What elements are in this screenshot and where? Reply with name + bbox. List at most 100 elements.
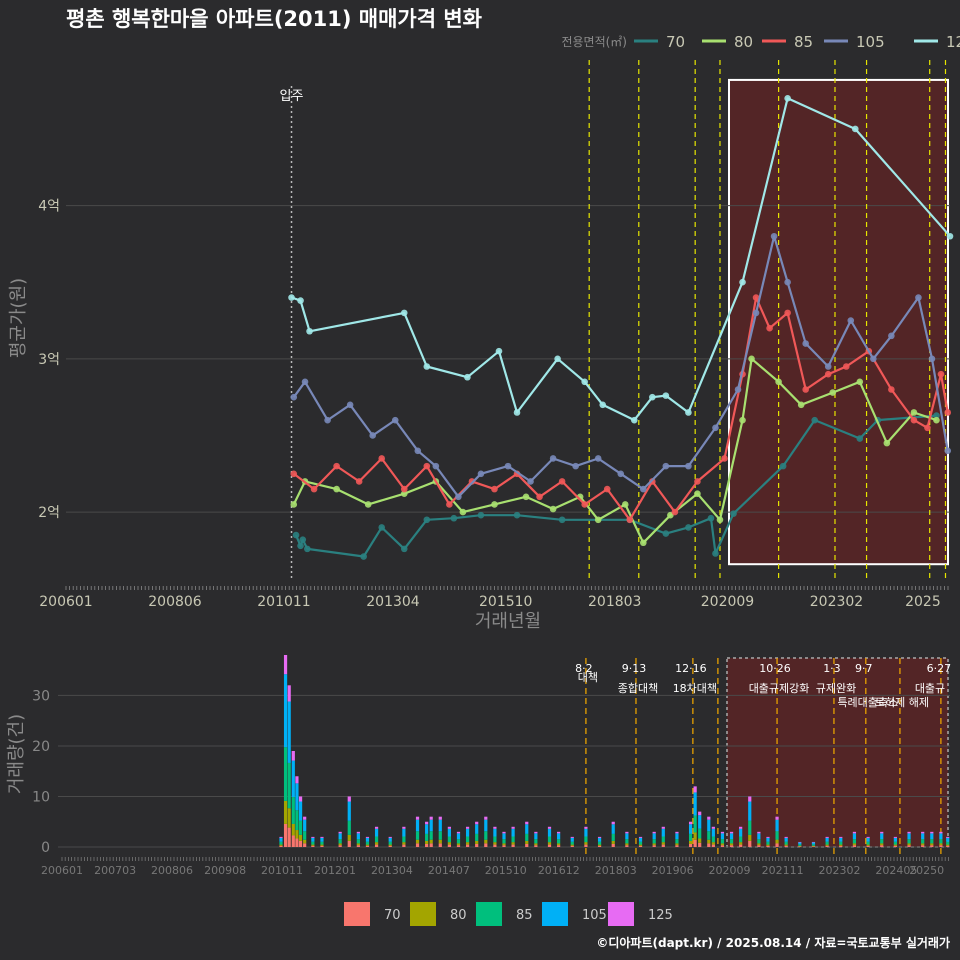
volume-highlight-region — [726, 657, 949, 848]
volume-bar-80 — [298, 834, 303, 841]
volume-bar-105 — [688, 824, 693, 834]
volume-bar-70 — [374, 844, 379, 847]
policy-date: 9·7 — [855, 662, 873, 675]
price-panel: 2억 3억 4억 입주 200601 200806 201011 201304 201510 20… — [8, 60, 954, 632]
volume-bar-125 — [534, 831, 538, 834]
volume-bar-85 — [287, 762, 291, 809]
volume-bar-125 — [739, 826, 743, 829]
volume-legend-swatch-85 — [476, 902, 502, 926]
volume-bar-105 — [374, 828, 379, 837]
volume-bar-105 — [456, 833, 461, 840]
data-point-85 — [766, 324, 773, 332]
volume-bar-125 — [374, 826, 379, 829]
volume-bar-125 — [698, 811, 702, 816]
volume-bar-125 — [688, 821, 693, 825]
legend-label-70: 70 — [666, 33, 685, 51]
data-point-85 — [924, 424, 931, 432]
data-point-80 — [621, 501, 629, 508]
volume-x-tick-label: 201803 — [595, 864, 637, 877]
data-point-80 — [549, 505, 557, 513]
legend-label-85: 85 — [794, 33, 813, 51]
volume-bar-80 — [447, 842, 451, 845]
data-point-105 — [770, 232, 778, 240]
volume-bar-85 — [374, 836, 379, 843]
volume-bar-70 — [295, 838, 299, 847]
volume-y-tick-label: 10 — [32, 789, 50, 805]
volume-bar-80 — [866, 844, 870, 846]
volume-bar-85 — [739, 836, 743, 843]
volume-bar-80 — [415, 839, 420, 844]
data-point-80 — [694, 490, 701, 498]
data-point-105 — [432, 462, 440, 470]
volume-bar-125 — [311, 836, 315, 838]
data-point-80 — [333, 485, 340, 493]
data-point-105 — [685, 462, 692, 470]
data-point-105 — [802, 340, 809, 347]
volume-bar-125 — [784, 836, 788, 838]
data-point-85 — [671, 508, 679, 516]
data-point-125 — [649, 393, 656, 401]
volume-legend-swatch-125 — [608, 902, 634, 926]
volume-x-tick-label: 201201 — [314, 864, 356, 877]
volume-bar-85 — [295, 810, 299, 831]
volume-bar-80 — [739, 842, 743, 845]
volume-bar-80 — [279, 844, 283, 846]
legend: 전용면적(㎡) 70 80 85 105 125 — [561, 33, 960, 51]
volume-bar-125 — [839, 836, 843, 838]
data-point-70 — [378, 524, 386, 531]
volume-bar-125 — [707, 816, 711, 820]
volume-bar-85 — [447, 836, 451, 843]
price-x-tick-label: 201803 — [588, 594, 641, 610]
volume-bar-105 — [711, 828, 715, 837]
volume-bar-105 — [893, 837, 897, 842]
policy-name: 규제완화 — [816, 682, 856, 695]
volume-bar-125 — [415, 816, 420, 820]
volume-bar-105 — [298, 801, 303, 821]
data-point-105 — [752, 309, 760, 317]
volume-bar-105 — [425, 824, 429, 834]
price-x-tick-label: 201304 — [366, 594, 420, 610]
volume-bar-105 — [311, 837, 315, 842]
volume-bar-105 — [921, 833, 925, 840]
volume-bar-70 — [757, 845, 761, 847]
volume-bar-85 — [946, 841, 950, 845]
volume-bar-125 — [511, 826, 515, 829]
volume-bar-70 — [511, 844, 515, 847]
move-in-label: 입주 — [280, 89, 304, 104]
volume-bar-125 — [493, 826, 497, 829]
volume-bar-70 — [597, 845, 602, 847]
volume-bar-70 — [570, 845, 574, 847]
policy-name: 특례대출축소 — [837, 696, 898, 709]
volume-bar-105 — [798, 842, 802, 845]
volume-bar-105 — [502, 833, 506, 840]
volume-bar-85 — [638, 841, 643, 845]
volume-bar-70 — [402, 844, 406, 847]
policy-name: 대책 — [578, 671, 598, 684]
data-point-125 — [288, 294, 295, 301]
volume-bar-80 — [811, 845, 816, 847]
volume-bar-70 — [675, 845, 679, 847]
volume-bar-70 — [698, 842, 702, 847]
volume-bar-70 — [287, 827, 291, 847]
volume-bar-105 — [757, 833, 761, 840]
volume-bar-105 — [766, 837, 770, 842]
volume-bar-70 — [338, 845, 342, 847]
data-point-125 — [851, 125, 859, 133]
data-point-125 — [662, 392, 670, 399]
data-point-125 — [946, 232, 954, 240]
data-point-105 — [870, 355, 877, 363]
volume-bar-125 — [320, 836, 324, 838]
volume-bar-70 — [866, 845, 870, 847]
data-point-85 — [944, 409, 952, 416]
volume-bar-125 — [661, 826, 665, 829]
series-line-105 — [292, 235, 949, 498]
volume-bar-85 — [930, 839, 934, 844]
data-point-80 — [933, 416, 940, 424]
volume-bar-105 — [707, 819, 711, 832]
volume-bar-125 — [438, 816, 442, 820]
data-point-85 — [802, 386, 809, 393]
volume-bar-125 — [625, 831, 629, 834]
data-point-70 — [856, 435, 864, 442]
volume-bar-125 — [711, 826, 715, 829]
volume-bar-70 — [425, 843, 429, 847]
